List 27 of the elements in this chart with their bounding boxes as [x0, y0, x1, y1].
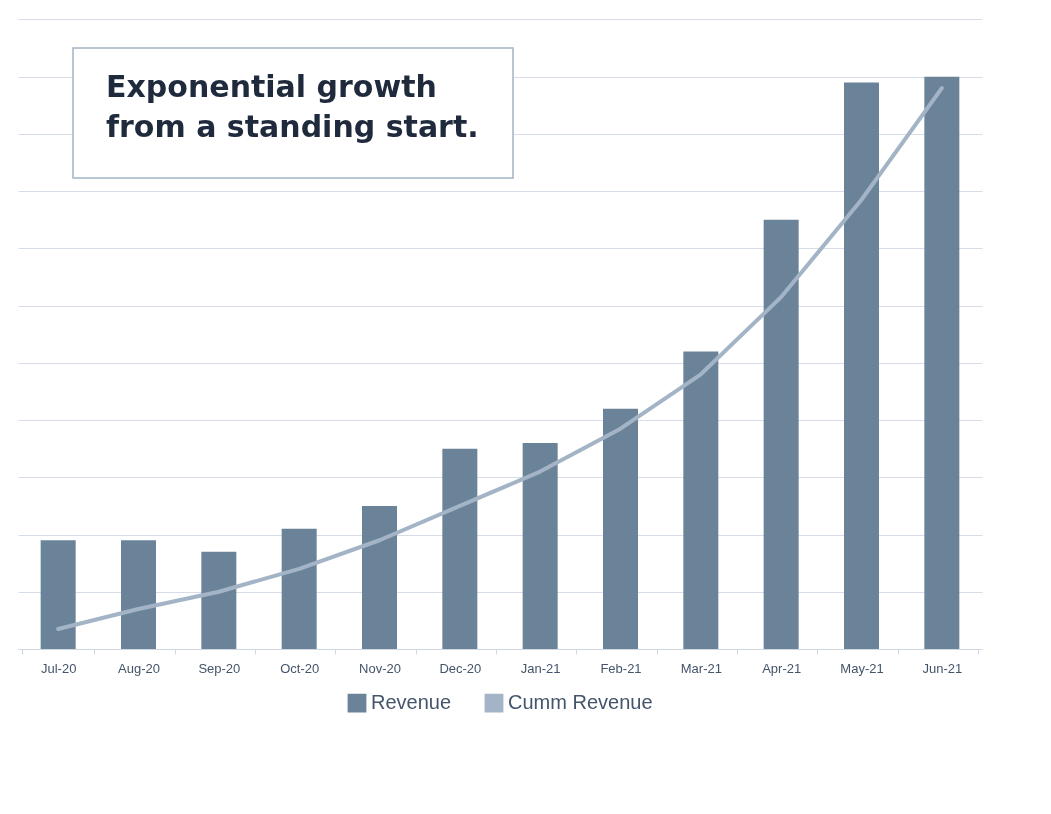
x-tick-label: Nov-20: [359, 660, 401, 676]
bar: [362, 505, 397, 649]
x-tick-label: Jan-21: [520, 660, 561, 676]
bar: [522, 442, 558, 649]
x-tick-label: Jun-21: [922, 660, 963, 676]
annotation: Exponential growth from a standing start.: [106, 69, 479, 144]
legend-label: Revenue: [371, 691, 452, 714]
bar: [201, 551, 237, 649]
x-tick-label: Oct-20: [280, 660, 320, 676]
bar: [442, 448, 478, 649]
x-tick-label: May-21: [840, 660, 884, 676]
bar: [40, 540, 76, 649]
bar: [121, 540, 156, 649]
x-tick-label: Dec-20: [439, 660, 482, 676]
x-tick-label: Feb-21: [600, 660, 642, 676]
bar: [683, 351, 719, 649]
x-tick-label: Apr-21: [762, 660, 802, 676]
x-tick-label: Sep-20: [198, 660, 241, 676]
bar: [281, 528, 317, 649]
bar: [763, 219, 799, 649]
bar: [603, 408, 638, 649]
bar: [924, 76, 960, 649]
x-tick-label: Mar-21: [680, 660, 722, 676]
legend-label: Cumm Revenue: [508, 691, 653, 714]
bar: [844, 82, 879, 649]
x-tick-label: Jul-20: [40, 660, 77, 676]
x-tick-label: Aug-20: [118, 660, 160, 676]
